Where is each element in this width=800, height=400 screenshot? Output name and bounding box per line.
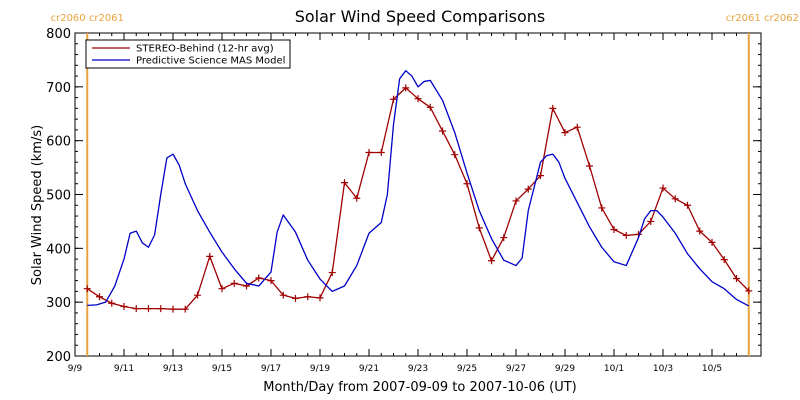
y-tick-label: 500 [46, 189, 71, 204]
legend-box [85, 39, 291, 69]
x-tick-label: 10/3 [653, 364, 673, 374]
stereo-data-point [684, 201, 691, 209]
x-tick-label: 9/23 [408, 364, 428, 374]
stereo-data-point [377, 149, 385, 157]
stereo-data-point [610, 225, 618, 233]
stereo-data-point [353, 194, 361, 202]
stereo-data-point [561, 129, 569, 137]
stereo-data-point [475, 224, 483, 232]
x-tick-label: 9/9 [68, 364, 83, 374]
legend-label-mas: Predictive Science MAS Model [136, 56, 285, 67]
x-tick-label: 10/5 [702, 364, 722, 374]
stereo-data-point [157, 305, 165, 313]
x-tick-label: 9/17 [261, 364, 281, 374]
y-tick-label: 600 [46, 135, 71, 150]
stereo-data-point [500, 234, 508, 242]
stereo-data-point [451, 151, 459, 159]
stereo-data-point [218, 285, 226, 293]
stereo-data-point [573, 123, 581, 131]
stereo-data-point [549, 104, 557, 112]
x-axis-title: Month/Day from 2007-09-09 to 2007-10-06 … [263, 380, 576, 395]
stereo-data-point [108, 299, 116, 307]
stereo-data-point [267, 277, 275, 285]
chart-title: Solar Wind Speed Comparisons [295, 7, 546, 26]
legend-label-stereo: STEREO-Behind (12-hr avg) [136, 44, 274, 55]
stereo-data-point [328, 269, 336, 277]
stereo-data-point [390, 95, 397, 103]
y-axis-title: Solar Wind Speed (km/s) [30, 125, 45, 285]
stereo-data-point [671, 195, 679, 203]
carrington-marker-label: cr2061 cr2062 [726, 13, 799, 24]
stereo-data-point [132, 305, 140, 313]
x-tick-label: 9/15 [212, 364, 232, 374]
stereo-data-point [304, 293, 312, 301]
legend: STEREO-Behind (12-hr avg) Predictive Sci… [85, 39, 291, 69]
stereo-data-point [598, 204, 606, 212]
stereo-data-point [745, 287, 753, 295]
stereo-data-point [83, 285, 91, 293]
x-tick-label: 9/21 [359, 364, 379, 374]
stereo-data-point [463, 180, 471, 188]
x-tick-label: 9/11 [114, 364, 134, 374]
stereo-data-point [647, 217, 655, 225]
stereo-data-point [316, 294, 324, 302]
stereo-data-point [659, 184, 667, 192]
stereo-data-point [426, 103, 434, 111]
y-tick-label: 800 [46, 27, 71, 42]
x-tick-label: 9/19 [310, 364, 330, 374]
stereo-data-point [194, 291, 201, 299]
stereo-data-point [181, 305, 189, 313]
stereo-data-point [230, 279, 238, 287]
y-tick-label: 200 [46, 350, 71, 365]
plot-layer: 9/9 9/11 9/13 9/15 9/17 9/19 9/21 9/23 9/25 9/27 9… [46, 13, 799, 374]
stereo-data-point [622, 231, 630, 239]
y-tick-label: 400 [46, 242, 71, 257]
mas-model-line [87, 70, 750, 307]
x-tick-label: 10/1 [604, 364, 624, 374]
stereo-data-point [488, 257, 495, 265]
stereo-data-point [402, 84, 410, 92]
stereo-data-point [586, 162, 593, 170]
stereo-data-point [708, 238, 716, 246]
x-tick-label: 9/25 [457, 364, 477, 374]
stereo-data-point [120, 302, 128, 310]
stereo-data-point [439, 127, 446, 135]
stereo-data-point [279, 291, 287, 299]
stereo-data-point [512, 197, 520, 205]
stereo-data-point [537, 172, 544, 180]
y-tick-label: 300 [46, 296, 71, 311]
stereo-data-point [206, 252, 214, 260]
stereo-data-point [145, 305, 152, 313]
stereo-data-point [524, 185, 532, 193]
stereo-data-point [414, 95, 422, 103]
stereo-data-point [169, 305, 177, 313]
stereo-data-point [341, 179, 348, 187]
x-tick-label: 9/13 [163, 364, 183, 374]
stereo-data-point [733, 274, 740, 282]
stereo-data-point [696, 227, 704, 235]
x-tick-label: 9/27 [506, 364, 526, 374]
stereo-data-point [96, 293, 103, 301]
x-tick-label: 9/29 [555, 364, 575, 374]
stereo-behind-line [86, 87, 750, 310]
stereo-data-point [365, 149, 373, 157]
stereo-data-point [292, 294, 299, 302]
plot-frame [74, 32, 762, 357]
stereo-data-point [255, 274, 263, 282]
carrington-marker-label: cr2060 cr2061 [51, 13, 124, 24]
stereo-data-point [720, 256, 728, 264]
y-tick-label: 700 [46, 81, 71, 96]
